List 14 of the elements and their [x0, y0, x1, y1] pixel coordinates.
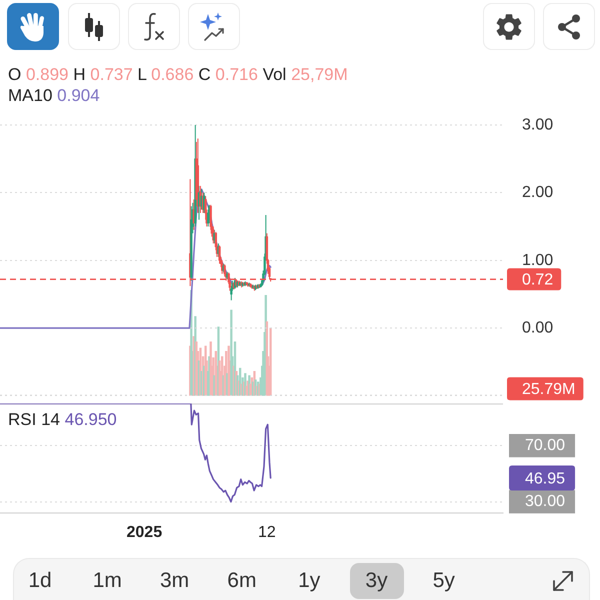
ref-line-label: 0.72: [522, 272, 554, 289]
x-tick-label: 2025: [126, 524, 162, 542]
y-tick-label: 0.00: [522, 319, 554, 336]
y-tick-label: 2.00: [522, 184, 554, 202]
y-tick-label: 30.00: [525, 493, 566, 510]
x-tick-label: 12: [258, 524, 276, 542]
y-tick-label: 1.00: [522, 252, 554, 269]
text: 46.95: [525, 470, 566, 488]
y-tick-label: 3.00: [522, 116, 554, 134]
text: 25.79M: [522, 381, 576, 398]
text: MA10 0.904: [8, 86, 100, 105]
y-tick-label: 70.00: [525, 437, 566, 454]
text: O 0.899 H 0.737 L 0.686 C 0.716 Vol 25,79M: [8, 65, 348, 84]
annotation: RSI 14 46.950: [8, 410, 117, 429]
